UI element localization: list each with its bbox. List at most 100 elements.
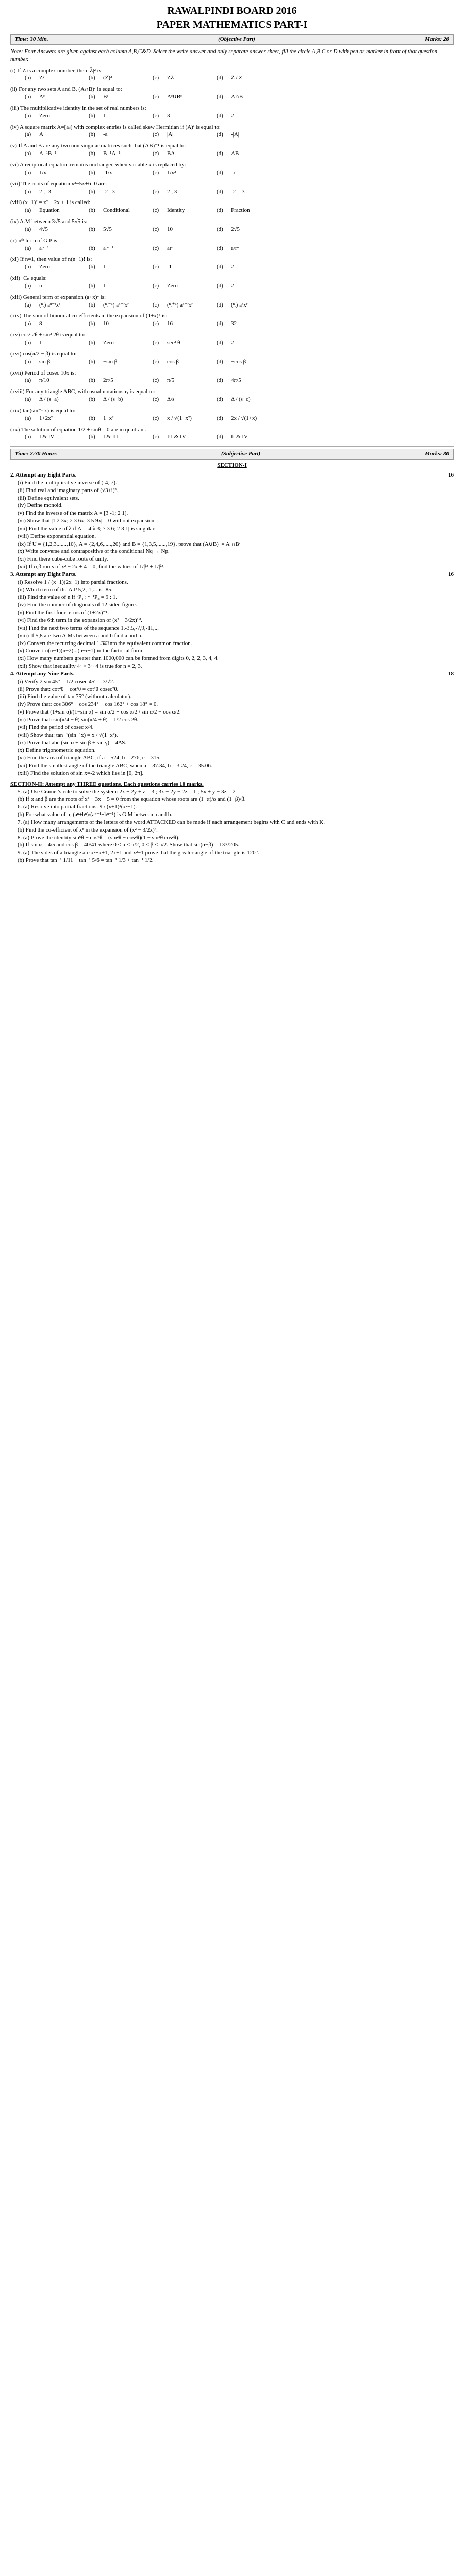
option-letter: (a) (25, 150, 37, 158)
option-letter: (c) (153, 433, 165, 441)
sub-part: (iii) Find the value of tan 75° (without… (10, 693, 454, 701)
option-letter: (a) (25, 339, 37, 347)
option-value: II & IV (231, 433, 248, 441)
option-value: 2 (231, 339, 234, 347)
sub-part: (x) Define trigonometric equation. (10, 747, 454, 754)
option-value: 2 , -3 (39, 188, 51, 196)
option-value: 1/x² (167, 169, 176, 177)
mcq-item: (x) nᵗʰ term of G.P is(a)aᵣʳ⁻¹(b)aᵣⁿ⁻¹(c… (10, 236, 454, 256)
mcq-options: (a)2 , -3(b)-2 , 3(c)2 , 3(d)-2 , -3 (10, 188, 454, 198)
mcq-option: (a)π/10 (25, 377, 81, 384)
mcq-option: (c)sec² θ (153, 339, 209, 347)
option-letter: (b) (89, 377, 101, 384)
mcq-option: (c)1/x² (153, 169, 209, 177)
mcq-text: (iii) The multiplicative identity in the… (10, 105, 454, 112)
mcq-option: (d)II & IV (217, 433, 273, 441)
mcq-text: (viii) (x−1)² = x² − 2x + 1 is called: (10, 199, 454, 207)
option-value: Equation (39, 207, 60, 214)
sub-part: (xii) If α,β roots of x² − 2x + 4 = 0, f… (10, 563, 454, 571)
option-value: Bᶜ (103, 93, 108, 101)
option-value: aᵣʳ⁻¹ (39, 245, 49, 252)
mcq-item: (xix) tan(sin⁻¹ x) is equal to:(a)1+2x²(… (10, 406, 454, 426)
option-value: -1 (167, 263, 172, 271)
mcq-item: (xvii) Period of cosec 10x is:(a)π/10(b)… (10, 369, 454, 388)
mcq-text: (xx) The solution of equation 1/2 + sinθ… (10, 426, 454, 434)
option-value: 4√5 (39, 226, 48, 233)
option-value: Z² (39, 74, 44, 82)
option-value: Zero (39, 263, 50, 271)
option-letter: (b) (89, 433, 101, 441)
option-value: -x (231, 169, 236, 177)
option-letter: (a) (25, 301, 37, 309)
option-letter: (a) (25, 207, 37, 214)
option-value: arⁿ (167, 245, 173, 252)
mcq-option: (b)aᵣⁿ⁻¹ (89, 245, 145, 252)
mcq-option: (c)2 , 3 (153, 188, 209, 196)
option-value: 2 (231, 112, 234, 120)
option-letter: (c) (153, 320, 165, 328)
mcq-option: (b)1 (89, 112, 145, 120)
option-letter: (c) (153, 150, 165, 158)
mcq-text: (xiv) The sum of binomial co-efficients … (10, 312, 454, 320)
option-letter: (a) (25, 320, 37, 328)
option-letter: (d) (217, 339, 229, 347)
mcq-item: (vi) A reciprocal equation remains uncha… (10, 161, 454, 180)
mcq-options: (a)1(b)Zero(c)sec² θ(d)2 (10, 339, 454, 349)
mcq-option: (d)a/rⁿ (217, 245, 273, 252)
sub-part: (ix) Convert the recurring decimal 1.3̄4… (10, 640, 454, 648)
sub-part: (xi) Find the area of triangle ABC, if a… (10, 754, 454, 762)
mcq-option: (b)1 (89, 263, 145, 271)
option-value: I & III (103, 433, 118, 441)
mcq-item: (xvi) cos(π/2 − β) is equal to:(a)sin β(… (10, 350, 454, 369)
mcq-options: (a)(ⁿᵣ) aⁿ⁻ʳxʳ(b)(ⁿᵣ⁻¹) aⁿ⁻ʳxʳ(c)(ⁿᵣ⁺¹) … (10, 301, 454, 311)
mcq-item: (xv) cos² 2θ + sin² 2θ is equal to:(a)1(… (10, 331, 454, 350)
option-value: x / √(1−x²) (167, 415, 192, 422)
option-letter: (c) (153, 74, 165, 82)
option-value: a/rⁿ (231, 245, 239, 252)
option-value: (ⁿᵣ⁺¹) aⁿ⁻ʳxʳ (167, 301, 193, 309)
mcq-text: (ix) A.M between 3√5 and 5√5 is: (10, 218, 454, 226)
option-letter: (c) (153, 263, 165, 271)
mcq-item: (xx) The solution of equation 1/2 + sinθ… (10, 426, 454, 445)
sub-part: (vi) Find the 6th term in the expansion … (10, 617, 454, 624)
option-letter: (a) (25, 358, 37, 366)
mcq-option: (b)10 (89, 320, 145, 328)
section-2-note: SECTION-II: Attempt any THREE questions.… (10, 781, 454, 788)
section2-line: (b) Find the co-efficient of xⁿ in the e… (10, 826, 454, 834)
sub-part: (vii) Find the period of cosec x/4. (10, 724, 454, 732)
mcq-option: (b)Conditional (89, 207, 145, 214)
option-letter: (d) (217, 150, 229, 158)
mcq-item: (v) If A and B are any two non singular … (10, 142, 454, 161)
mcq-option: (c)π/5 (153, 377, 209, 384)
option-letter: (c) (153, 188, 165, 196)
option-letter: (d) (217, 188, 229, 196)
option-letter: (c) (153, 358, 165, 366)
sub-part: (iv) Define monoid. (10, 502, 454, 510)
option-value: Aᶜ (39, 93, 45, 101)
option-value: Δ / (s−a) (39, 396, 59, 403)
mcq-text: (iv) A square matrix A=[aᵢⱼ] with comple… (10, 124, 454, 131)
mcq-option: (c)Δ/s (153, 396, 209, 403)
option-letter: (a) (25, 93, 37, 101)
sub-part: (i) Find the multiplicative inverse of (… (10, 479, 454, 487)
option-letter: (b) (89, 339, 101, 347)
option-letter: (a) (25, 245, 37, 252)
mcq-option: (a)Zero (25, 263, 81, 271)
option-value: 10 (103, 320, 109, 328)
mcq-option: (d)Δ / (s−c) (217, 396, 273, 403)
sub-part: (xi) How many numbers greater than 1000,… (10, 655, 454, 663)
sub-part: (xii) Show that inequality 4ⁿ > 3ⁿ+4 is … (10, 663, 454, 670)
option-value: 1+2x² (39, 415, 53, 422)
section2-line: 6. (a) Resolve into partial fractions. 9… (10, 803, 454, 811)
mcq-option: (c)(ⁿᵣ⁺¹) aⁿ⁻ʳxʳ (153, 301, 209, 309)
sub-q-title: 3. Attempt any Eight Parts. (10, 571, 76, 579)
mcq-option: (b)-2 , 3 (89, 188, 145, 196)
mcq-options: (a)A(b)-a(c)|A|(d)-|A| (10, 131, 454, 141)
option-value: π/10 (39, 377, 49, 384)
section2-line: 5. (a) Use Cramer's rule to solve the sy… (10, 788, 454, 796)
mcq-option: (c)Zero (153, 282, 209, 290)
option-value: (ⁿᵣ⁻¹) aⁿ⁻ʳxʳ (103, 301, 129, 309)
mcq-option: (d)2 (217, 263, 273, 271)
mcq-option: (c)ZZ̄ (153, 74, 209, 82)
option-letter: (c) (153, 339, 165, 347)
